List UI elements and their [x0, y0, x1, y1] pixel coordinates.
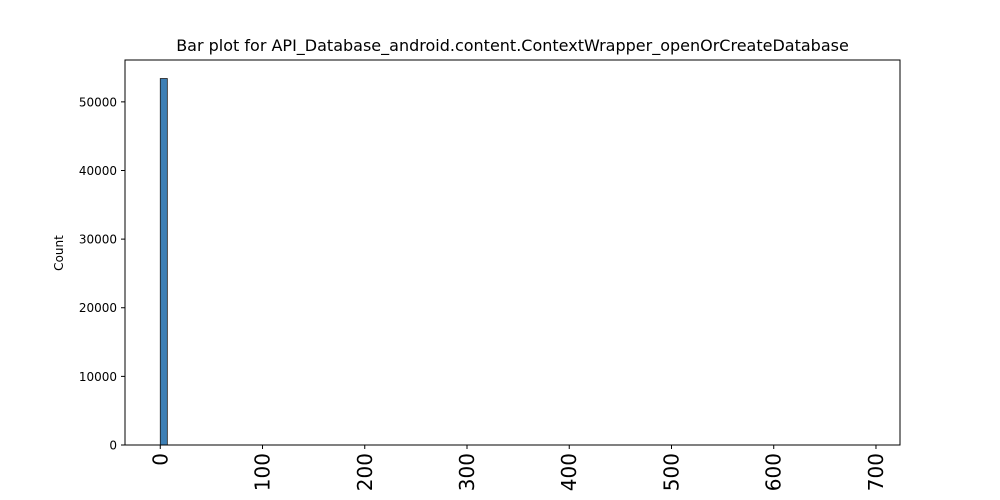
y-tick-label-5: 50000 [79, 95, 117, 109]
x-tick-label-7: 700 [864, 453, 888, 491]
x-tick-label-1: 100 [251, 453, 275, 491]
y-tick-label-0: 0 [109, 439, 117, 453]
y-tick-label-4: 40000 [79, 164, 117, 178]
y-axis-label: Count [52, 235, 66, 271]
y-tick-label-1: 10000 [79, 370, 117, 384]
chart-title: Bar plot for API_Database_android.conten… [176, 36, 849, 56]
plot-frame [124, 59, 901, 446]
x-tick-label-3: 300 [455, 453, 479, 491]
x-tick-label-2: 200 [353, 453, 377, 491]
bars-group [159, 78, 168, 446]
x-ticks-group: 0 100 200 300 400 500 600 700 [148, 445, 888, 491]
x-tick-label-6: 600 [762, 453, 786, 491]
y-tick-label-3: 30000 [79, 233, 117, 247]
x-tick-label-4: 400 [557, 453, 581, 491]
y-ticks-group: 0 10000 20000 30000 40000 50000 [79, 95, 125, 453]
x-tick-label-0: 0 [148, 453, 172, 466]
bar-0 [159, 78, 168, 446]
x-tick-label-5: 500 [659, 453, 683, 491]
y-tick-label-2: 20000 [79, 301, 117, 315]
